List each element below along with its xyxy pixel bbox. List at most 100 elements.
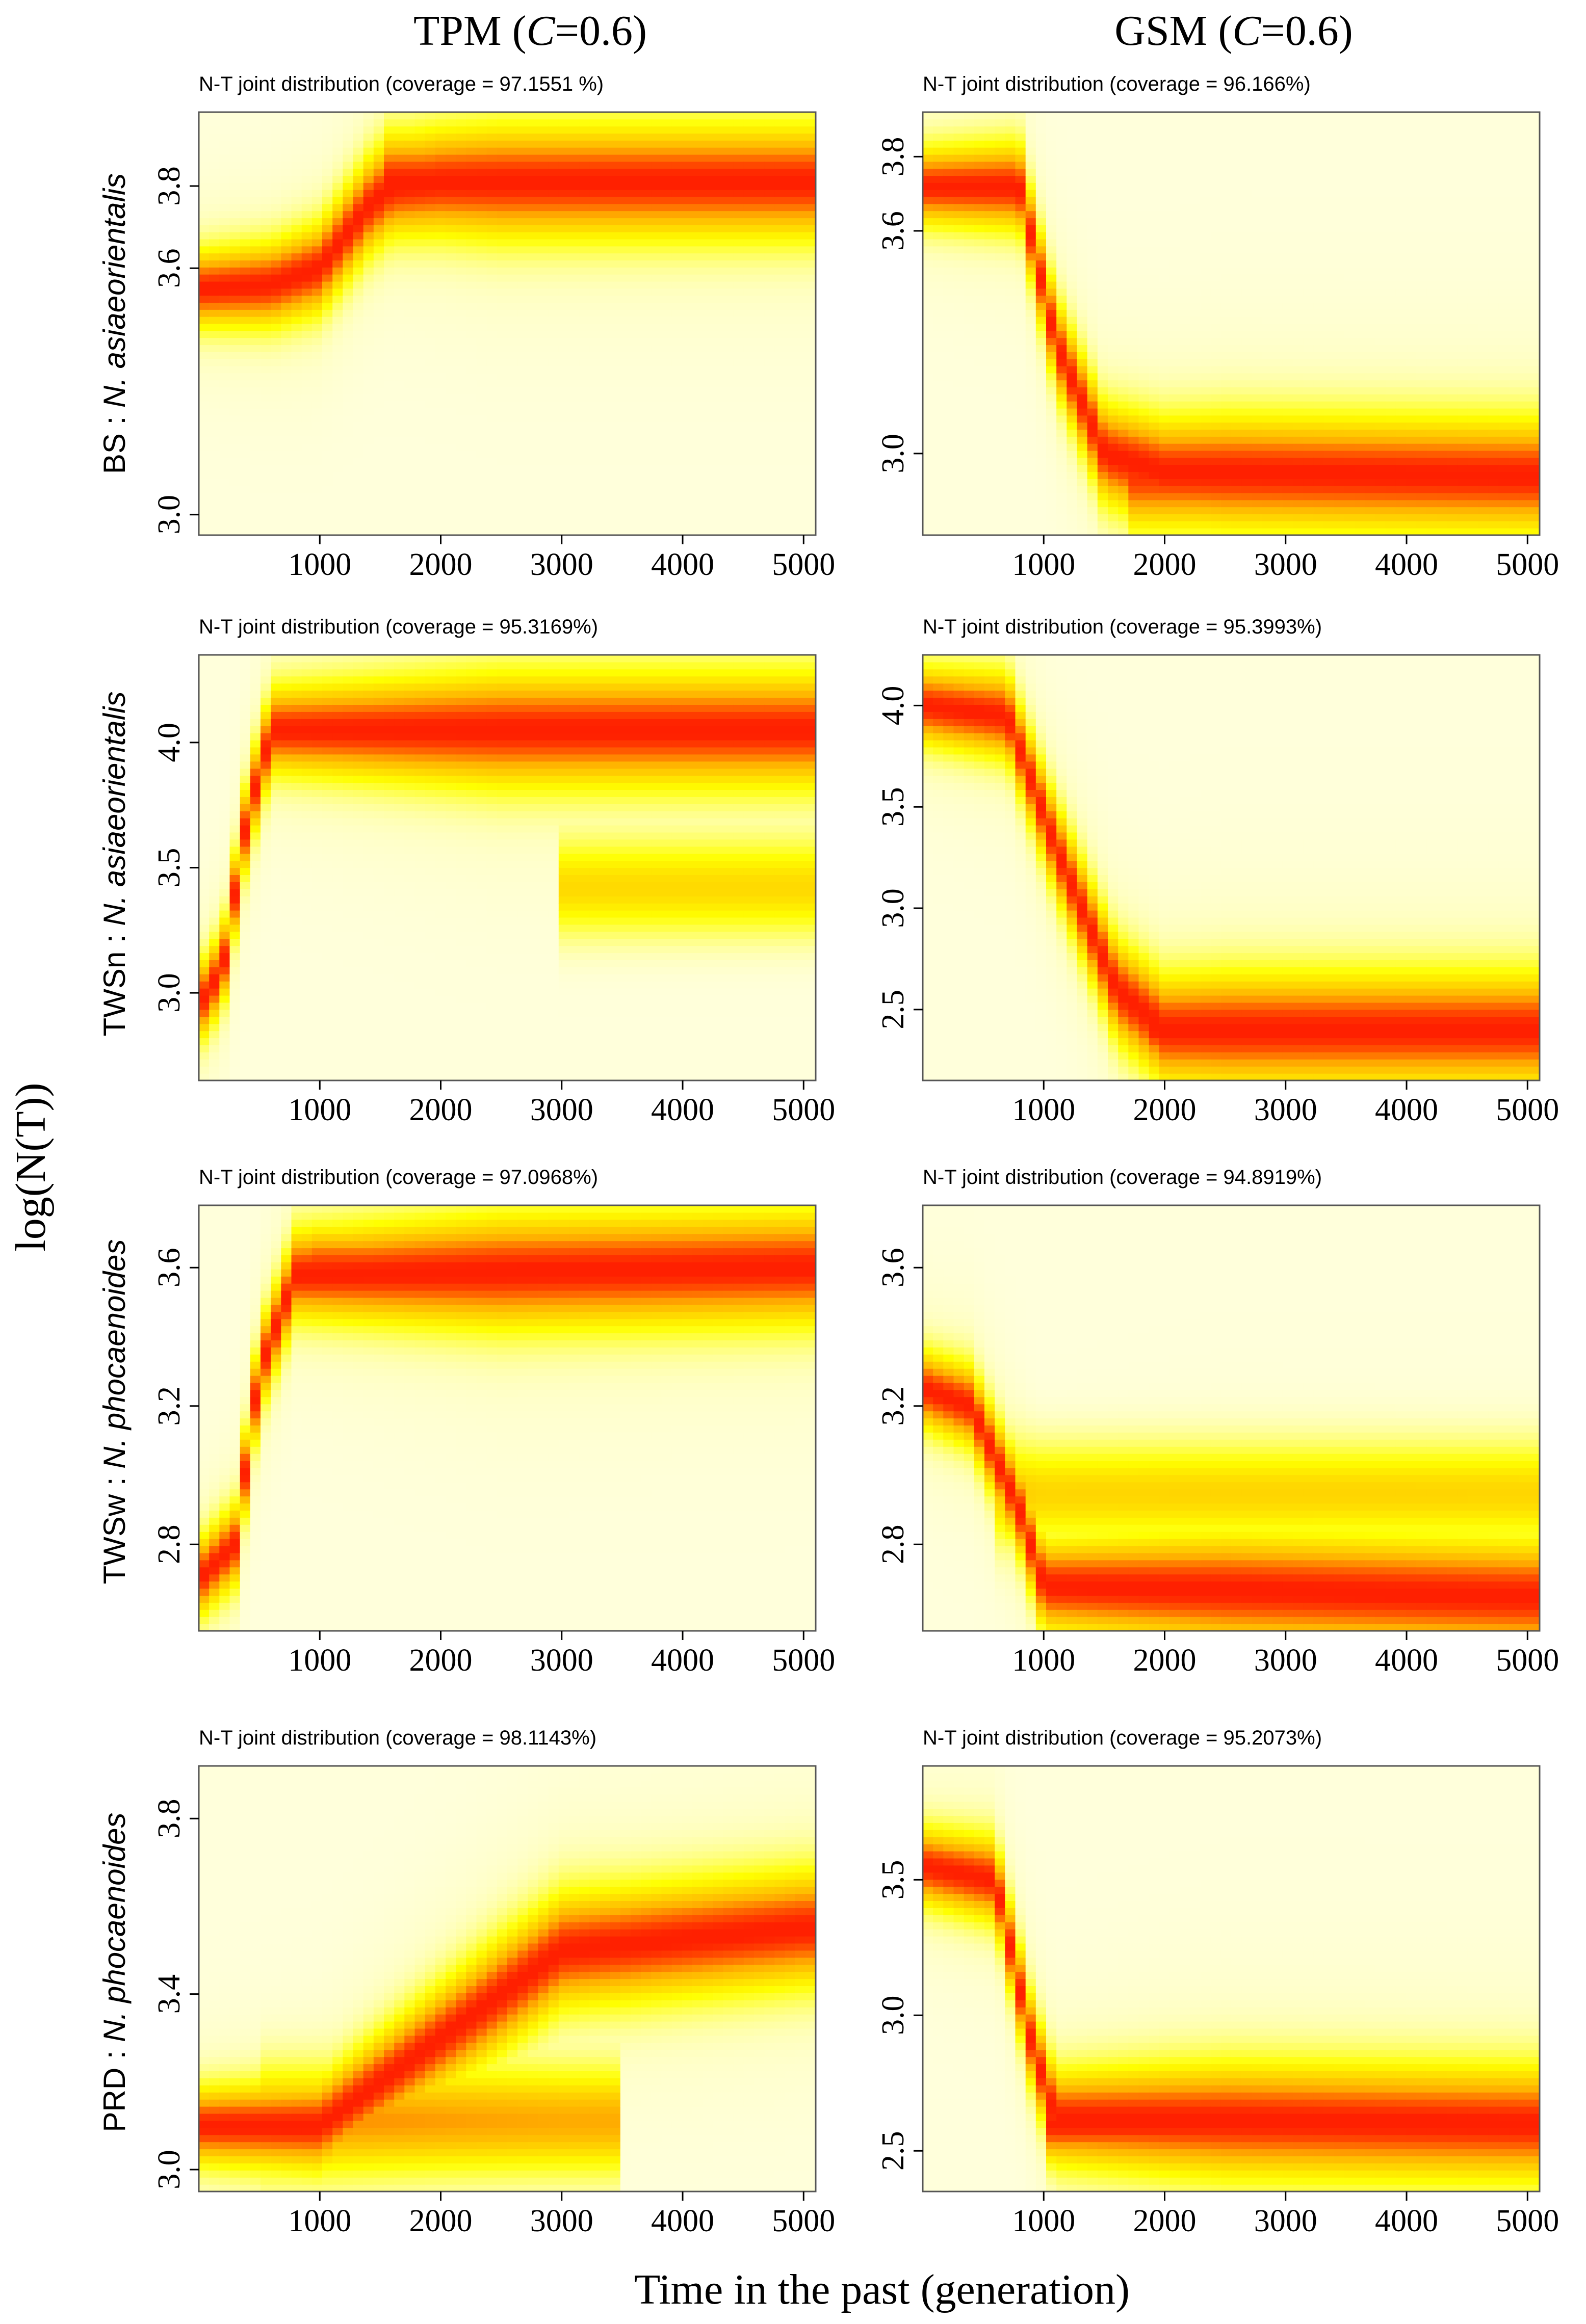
heatmap-cell xyxy=(1077,203,1088,212)
heatmap-cell xyxy=(446,295,456,303)
heatmap-cell xyxy=(1056,197,1067,204)
heatmap-cell xyxy=(528,373,539,381)
heatmap-cell xyxy=(974,210,985,219)
heatmap-cell xyxy=(250,499,261,508)
heatmap-cell xyxy=(476,366,487,374)
heatmap-cell xyxy=(974,324,985,331)
heatmap-cell xyxy=(1138,337,1150,346)
heatmap-cell xyxy=(486,253,498,261)
heatmap-cell xyxy=(353,422,364,430)
heatmap-cell xyxy=(250,359,261,366)
heatmap-cell xyxy=(291,203,302,212)
heatmap-cell xyxy=(743,316,755,324)
heatmap-cell xyxy=(692,168,703,176)
heatmap-cell xyxy=(943,422,954,430)
heatmap-cell xyxy=(311,197,323,204)
heatmap-cell xyxy=(943,309,954,317)
heatmap-cell xyxy=(1108,281,1119,289)
heatmap-cell xyxy=(209,457,220,465)
heatmap-cell xyxy=(754,154,765,162)
heatmap-cell xyxy=(1087,493,1098,500)
heatmap-cell xyxy=(1067,161,1078,169)
heatmap-cell xyxy=(795,218,806,225)
heatmap-cell xyxy=(486,161,498,169)
heatmap-cell xyxy=(435,493,446,500)
heatmap-cell xyxy=(723,493,734,500)
heatmap-cell xyxy=(476,140,487,148)
heatmap-cell xyxy=(1128,401,1139,409)
heatmap-cell xyxy=(425,352,436,359)
heatmap-cell xyxy=(805,133,816,141)
heatmap-cell xyxy=(943,281,954,289)
heatmap-cell xyxy=(1077,253,1088,261)
heatmap-cell xyxy=(373,267,384,275)
heatmap-cell xyxy=(682,394,693,402)
heatmap-cell xyxy=(713,521,724,529)
heatmap-cell xyxy=(240,168,251,176)
heatmap-cell xyxy=(209,267,220,275)
heatmap-cell xyxy=(219,352,230,359)
heatmap-cell xyxy=(774,154,786,162)
heatmap-cell xyxy=(1077,260,1088,268)
heatmap-cell xyxy=(579,316,590,324)
heatmap-cell xyxy=(322,330,333,338)
heatmap-cell xyxy=(923,471,933,479)
heatmap-cell xyxy=(281,499,292,508)
heatmap-cell xyxy=(569,267,580,275)
heatmap-cell xyxy=(373,521,384,529)
heatmap-cell xyxy=(692,479,703,486)
heatmap-cell xyxy=(486,415,498,423)
heatmap-cell xyxy=(291,295,302,303)
heatmap-cell xyxy=(953,514,965,521)
heatmap-cell xyxy=(579,203,590,212)
heatmap-cell xyxy=(261,408,271,416)
heatmap-cell xyxy=(414,471,426,479)
heatmap-cell xyxy=(229,210,241,219)
heatmap-cell xyxy=(1149,408,1160,416)
heatmap-cell xyxy=(281,521,292,529)
heatmap-cell xyxy=(466,394,477,402)
heatmap-cell xyxy=(332,457,343,465)
heatmap-cell xyxy=(373,366,384,374)
heatmap-cell xyxy=(240,316,251,324)
heatmap-cell xyxy=(943,274,954,282)
heatmap-cell xyxy=(311,486,323,493)
heatmap-cell xyxy=(476,352,487,359)
heatmap-cell xyxy=(373,232,384,240)
heatmap-cell xyxy=(1149,316,1160,324)
heatmap-cell xyxy=(723,253,734,261)
heatmap-cell xyxy=(363,210,374,219)
heatmap-cell xyxy=(733,514,744,521)
heatmap-cell xyxy=(733,246,744,254)
heatmap-cell xyxy=(425,203,436,212)
heatmap-cell xyxy=(589,373,601,381)
heatmap-cell xyxy=(1128,464,1139,472)
heatmap-cell xyxy=(671,203,683,212)
heatmap-cell xyxy=(507,521,518,529)
heatmap-cell xyxy=(322,408,333,416)
heatmap-cell xyxy=(1025,499,1036,508)
heatmap-cell xyxy=(250,471,261,479)
heatmap-cell xyxy=(995,309,1005,317)
heatmap-cell xyxy=(209,464,220,472)
heatmap-cell xyxy=(995,479,1005,486)
heatmap-cell xyxy=(953,253,965,261)
heatmap-cell xyxy=(456,246,466,254)
heatmap-cell xyxy=(743,133,755,141)
heatmap-cell xyxy=(528,267,539,275)
heatmap-cell xyxy=(651,274,662,282)
heatmap-cell xyxy=(1128,147,1139,155)
heatmap-cell xyxy=(291,514,302,521)
heatmap-cell xyxy=(209,387,220,394)
heatmap-cell xyxy=(414,316,426,324)
heatmap-cell xyxy=(1128,499,1139,508)
heatmap-cell xyxy=(363,507,374,515)
heatmap-cell xyxy=(1087,260,1098,268)
heatmap-cell xyxy=(219,479,230,486)
heatmap-cell xyxy=(671,507,683,515)
heatmap-cell xyxy=(363,190,374,197)
heatmap-cell xyxy=(774,168,786,176)
heatmap-cell xyxy=(373,175,384,183)
heatmap-cell xyxy=(1138,246,1150,254)
heatmap-cell xyxy=(446,366,456,374)
